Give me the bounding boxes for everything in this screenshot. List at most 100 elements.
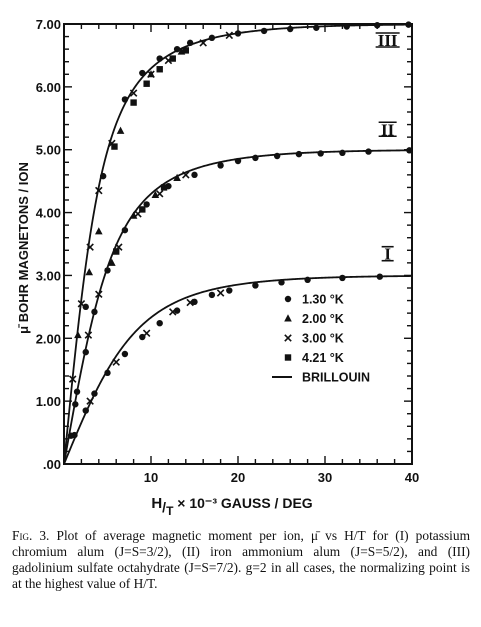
data-point-square-iii: [130, 99, 137, 106]
legend-label: 1.30 °K: [302, 293, 344, 307]
data-point-cross-ii: [182, 171, 190, 179]
data-point-cross-iii: [129, 89, 138, 97]
data-point-circle-i: [156, 320, 163, 327]
data-point-circle-i: [376, 273, 384, 280]
data-point-circle-iii: [121, 96, 129, 103]
y-tick-label: 6.00: [36, 80, 61, 95]
data-point-cross-i: [168, 308, 177, 316]
data-point-cross-iii: [68, 375, 77, 383]
y-tick-label: .00: [43, 457, 61, 472]
data-point-triangle-iii: [74, 330, 82, 339]
x-tick-label: 40: [405, 470, 419, 485]
data-point-circle-iii: [405, 21, 412, 28]
data-point-square-ii: [113, 248, 120, 255]
x-tick-label: 10: [144, 470, 158, 485]
caption-lead: Fig. 3.: [12, 528, 50, 543]
data-point-circle-iii: [374, 22, 381, 29]
x-tick-label: 30: [318, 470, 332, 485]
data-point-triangle-ii: [108, 258, 116, 266]
data-point-cross-iii: [86, 243, 94, 251]
data-point-circle-iii: [343, 23, 350, 30]
data-point-circle-ii: [191, 171, 198, 179]
data-point-cross-i: [216, 289, 225, 297]
data-point-circle-ii: [317, 150, 324, 157]
data-point-circle-iii: [173, 45, 181, 53]
y-tick-label: 3.00: [36, 268, 61, 283]
y-tick-label: 1.00: [36, 394, 61, 409]
data-point-cross-iii: [147, 70, 155, 79]
chart: 10 20 30 40 .00 1.00 2.00 3.00 4.00 5.00 6.00 7.00 H…: [16, 17, 419, 518]
data-point-circle-i: [91, 390, 98, 397]
data-point-triangle-iii: [116, 126, 125, 134]
legend-label: 4.21 °K: [302, 351, 344, 365]
data-point-circle-ii: [217, 162, 224, 169]
data-point-cross-iii: [108, 139, 116, 148]
brillouin-curve-i: [63, 275, 413, 465]
x-axis-title: H/T × 10⁻³ GAUSS / DEG: [151, 495, 312, 518]
data-point-circle-ii: [295, 150, 303, 158]
data-point-circle-iii: [260, 27, 268, 35]
legend-label: 2.00 °K: [302, 312, 344, 326]
data-point-circle-ii: [143, 201, 150, 208]
legend-marker-circle: [284, 295, 292, 303]
data-point-circle-iii: [156, 55, 163, 62]
data-point-circle-ii: [339, 149, 346, 157]
data-point-cross-ii: [115, 243, 123, 251]
figure-caption: Fig. 3. Plot of average magnetic moment …: [12, 528, 470, 592]
data-point-circle-iii: [208, 34, 216, 42]
y-tick-label: 4.00: [36, 206, 61, 221]
data-point-circle-ii: [406, 147, 413, 154]
data-point-cross-i: [142, 329, 151, 338]
data-point-circle-ii: [72, 401, 79, 408]
data-point-cross-iii: [164, 56, 173, 65]
data-point-square-ii: [139, 206, 146, 213]
curve-label-ii: II: [381, 120, 395, 139]
data-point-circle-i: [208, 291, 216, 299]
data-point-square-iii: [156, 66, 163, 73]
data-point-circle-ii: [365, 148, 372, 155]
data-point-square-iii: [169, 55, 176, 62]
data-point-cross-ii: [155, 189, 164, 198]
legend-marker-cross: [284, 334, 292, 342]
data-point-cross-iii: [225, 31, 234, 40]
legend-marker-triangle: [284, 314, 292, 322]
caption-text: Plot of average magnetic moment per ion,…: [12, 528, 470, 591]
data-point-circle-iii: [67, 432, 75, 439]
data-point-cross-iii: [95, 186, 103, 195]
curve-label-i: I: [384, 245, 391, 264]
data-point-circle-i: [304, 276, 311, 284]
data-point-square-ii: [160, 184, 168, 191]
data-point-circle-ii: [252, 154, 259, 162]
data-point-circle-iii: [139, 69, 146, 77]
y-axis-title: μ̄ BOHR MAGNETONS / ION: [16, 162, 31, 334]
brillouin-curve-ii: [63, 149, 413, 465]
curve-label-iii: III: [378, 31, 398, 50]
data-point-circle-i: [252, 282, 259, 289]
data-point-circle-ii: [91, 308, 98, 316]
data-point-circle-iii: [186, 39, 194, 47]
data-point-circle-i: [82, 407, 89, 414]
data-point-cross-iii: [77, 299, 86, 308]
data-point-circle-ii: [82, 348, 89, 356]
data-point-cross-i: [186, 298, 194, 307]
data-point-triangle-iii: [95, 227, 103, 235]
data-point-triangle-iii: [85, 268, 94, 276]
data-point-circle-i: [339, 274, 346, 282]
data-point-circle-iii: [313, 24, 320, 31]
data-point-circle-ii: [104, 267, 111, 274]
data-point-circle-i: [104, 369, 111, 377]
data-point-cross-ii: [134, 210, 142, 218]
data-point-cross-i: [112, 358, 120, 366]
data-point-cross-iii: [199, 39, 207, 47]
data-point-cross-i: [86, 397, 94, 405]
legend-label: BRILLOUIN: [302, 371, 370, 385]
y-tick-label: 7.00: [36, 17, 61, 32]
data-point-circle-i: [226, 287, 233, 294]
data-point-circle-ii: [273, 152, 281, 160]
legend-marker-square: [284, 354, 292, 361]
data-point-circle-i: [278, 279, 285, 286]
data-point-square-iii: [143, 80, 150, 87]
data-point-circle-ii: [234, 157, 242, 165]
data-point-circle-iii: [234, 30, 242, 37]
data-point-circle-ii: [121, 226, 129, 234]
